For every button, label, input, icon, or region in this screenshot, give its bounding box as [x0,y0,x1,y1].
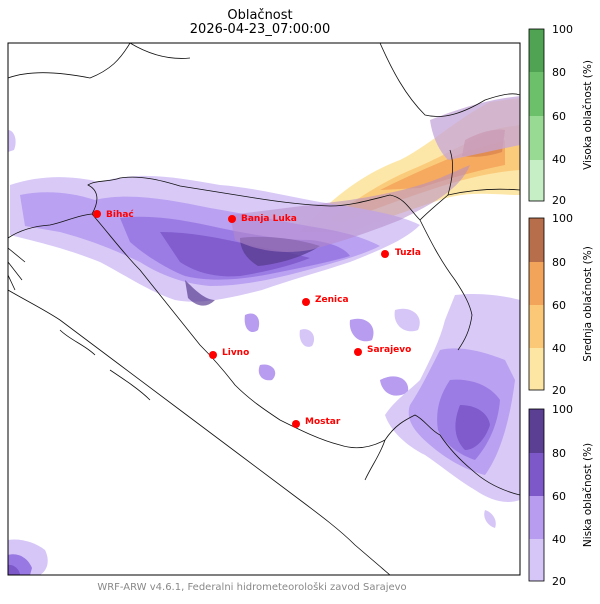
tick-label: 60 [552,299,566,312]
tick-label: 60 [552,490,566,503]
city-sarajevo: Sarajevo [354,345,411,356]
colorbar-high: 100 80 60 40 20 Visoka oblačnost (%) [528,23,594,207]
colorbar-label: Srednja oblačnost (%) [582,246,594,362]
colorbar-label: Visoka oblačnost (%) [582,60,594,170]
tick-label: 20 [552,384,566,397]
colorbar-label: Niska oblačnost (%) [582,443,594,547]
tick-label: 80 [552,256,566,269]
city-markers: Bihać Banja Luka Tuzla Zenica Livno Sara… [93,209,421,428]
low-cloud-field [8,96,520,575]
city-label: Mostar [305,417,341,427]
tick-label: 100 [552,212,573,225]
city-mostar: Mostar [292,417,341,428]
city-bihac: Bihać [93,209,134,220]
tick-label: 20 [552,194,566,207]
tick-label: 80 [552,66,566,79]
tick-label: 20 [552,575,566,588]
city-banja-luka: Banja Luka [228,214,297,224]
city-label: Tuzla [395,248,421,258]
city-label: Livno [222,348,249,358]
city-livno: Livno [209,348,249,359]
tick-label: 40 [552,342,566,355]
map-frame [7,42,521,576]
city-label: Zenica [315,295,349,305]
colorbar-low: 100 80 60 40 20 Niska oblačnost (%) [528,403,594,588]
footer-credit: WRF-ARW v4.6.1, Federalni hidrometeorolo… [97,581,406,593]
tick-label: 40 [552,533,566,546]
tick-label: 100 [552,23,573,36]
tick-label: 40 [552,153,566,166]
tick-label: 80 [552,447,566,460]
city-label: Bihać [106,209,134,220]
chart-subtitle: 2026-04-23_07:00:00 [190,22,330,37]
map-panel: Bihać Banja Luka Tuzla Zenica Livno Sara… [8,43,520,575]
city-zenica: Zenica [302,295,349,306]
tick-label: 100 [552,403,573,416]
tick-label: 60 [552,110,566,123]
city-tuzla: Tuzla [381,248,421,258]
chart-title: Oblačnost [227,8,292,23]
colorbar-medium: 100 80 60 40 20 Srednja oblačnost (%) [528,212,594,397]
city-label: Sarajevo [367,345,411,355]
borders [8,43,520,575]
city-label: Banja Luka [241,214,297,224]
